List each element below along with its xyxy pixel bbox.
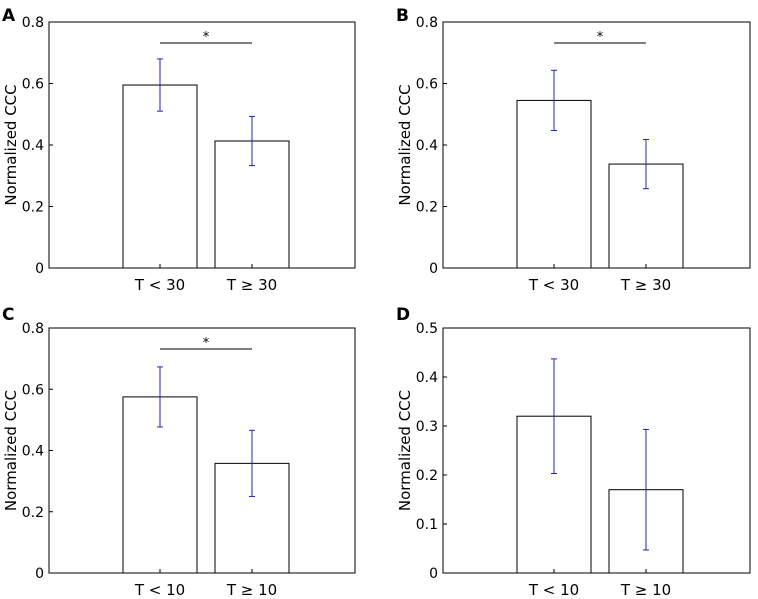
category-label: T ≥ 10: [620, 581, 671, 595]
category-label: T < 10: [528, 581, 579, 595]
y-axis-label: Normalized CCC: [396, 84, 414, 205]
y-tick-label: 0: [35, 566, 44, 582]
y-tick-label: 0.2: [416, 200, 438, 216]
y-tick-label: 0.8: [22, 321, 44, 337]
bar: [122, 84, 198, 269]
y-tick-label: 0.2: [22, 200, 44, 216]
significance-marker: *: [597, 30, 604, 45]
y-tick-label: 0.8: [416, 15, 438, 31]
axes-box: [48, 21, 356, 269]
y-tick-label: 0.8: [22, 15, 44, 31]
category-label: T ≥ 30: [620, 276, 671, 294]
y-tick-label: 0.4: [416, 370, 438, 386]
y-tick-label: 0: [429, 261, 438, 277]
y-tick-label: 0.6: [22, 77, 44, 93]
axes-box: [442, 327, 751, 574]
panel-a: A 0 0.2 0.4 0.6 0.8 Normalized CCC T < 30 T ≥ 30…: [2, 6, 356, 294]
category-label: T ≥ 10: [226, 581, 277, 595]
panel-b: B 0 0.2 0.4 0.6 0.8 Normalized CCC T < 30 T ≥ 30…: [396, 6, 751, 294]
y-axis-label: Normalized CCC: [2, 390, 20, 511]
y-tick-label: 0.5: [416, 321, 438, 337]
y-tick-label: 0.6: [416, 77, 438, 93]
y-tick-label: 0.4: [22, 444, 44, 460]
axes-box: [48, 327, 356, 574]
y-axis-label: Normalized CCC: [396, 390, 414, 511]
y-tick-label: 0.1: [416, 517, 438, 533]
axes-box: [442, 21, 751, 269]
category-label: T < 30: [134, 276, 185, 294]
y-tick-label: 0: [35, 261, 44, 277]
y-tick-label: 0.6: [22, 382, 44, 398]
category-label: T < 10: [134, 581, 185, 595]
y-tick-label: 0.4: [22, 138, 44, 154]
significance-marker: *: [203, 30, 210, 45]
y-tick-label: 0.4: [416, 138, 438, 154]
y-tick-label: 0.2: [22, 505, 44, 521]
y-tick-label: 0.2: [416, 468, 438, 484]
panel-c: C 0 0.2 0.4 0.6 0.8 Normalized CCC T < 10 T ≥ 10…: [2, 305, 356, 599]
panel-letter: C: [2, 305, 14, 325]
y-tick-label: 0.3: [416, 419, 438, 435]
significance-marker: *: [203, 336, 210, 351]
y-tick-label: 0: [429, 566, 438, 582]
panel-letter: A: [2, 6, 16, 26]
category-label: T ≥ 30: [226, 276, 277, 294]
panel-d: D 0 0.1 0.2 0.3 0.4 0.5 Normalized CCC T < 10 T ≥…: [396, 305, 751, 599]
panel-letter: B: [396, 6, 409, 26]
y-axis-label: Normalized CCC: [2, 84, 20, 205]
panel-letter: D: [396, 305, 410, 325]
category-label: T < 30: [528, 276, 579, 294]
